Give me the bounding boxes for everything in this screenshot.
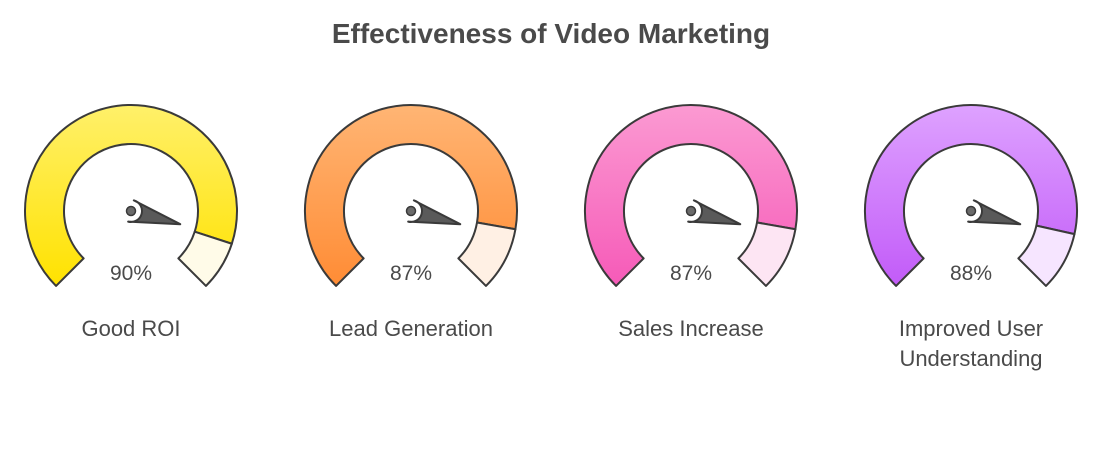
gauge-value-text: 88% — [949, 262, 993, 285]
gauge-label: Lead Generation — [329, 316, 493, 341]
gauge-1 — [24, 104, 238, 287]
gauge-remainder-arc — [1017, 224, 1076, 287]
chart-title: Effectiveness of Video Marketing — [331, 18, 771, 49]
gauge-label: Sales Increase — [618, 316, 764, 341]
gauge-needle — [127, 199, 182, 226]
gauge-needle-hub — [685, 205, 697, 217]
gauge-needle — [967, 199, 1022, 226]
gauge-value-arc — [24, 104, 238, 287]
gauge-needle — [407, 199, 462, 226]
gauge-value-text: 87% — [669, 262, 713, 285]
gauge-4 — [864, 104, 1078, 287]
gauge-remainder-arc — [457, 221, 517, 287]
gauge-needle — [687, 199, 742, 226]
gauge-value-arc — [304, 104, 518, 287]
gauge-2 — [304, 104, 518, 287]
gauge-value-text: 87% — [389, 262, 433, 285]
gauge-label: Good ROI — [81, 316, 181, 341]
gauge-value-text: 90% — [109, 262, 153, 285]
gauge-label: Improved User Understanding — [898, 316, 1044, 371]
gauge-remainder-arc — [177, 230, 233, 287]
gauge-needle-hub — [965, 205, 977, 217]
gauge-needle-hub — [405, 205, 417, 217]
gauge-remainder-arc — [737, 221, 797, 287]
gauge-needle-hub — [125, 205, 137, 217]
gauge-3 — [584, 104, 798, 287]
gauge-value-arc — [864, 104, 1078, 287]
gauge-value-arc — [584, 104, 798, 287]
